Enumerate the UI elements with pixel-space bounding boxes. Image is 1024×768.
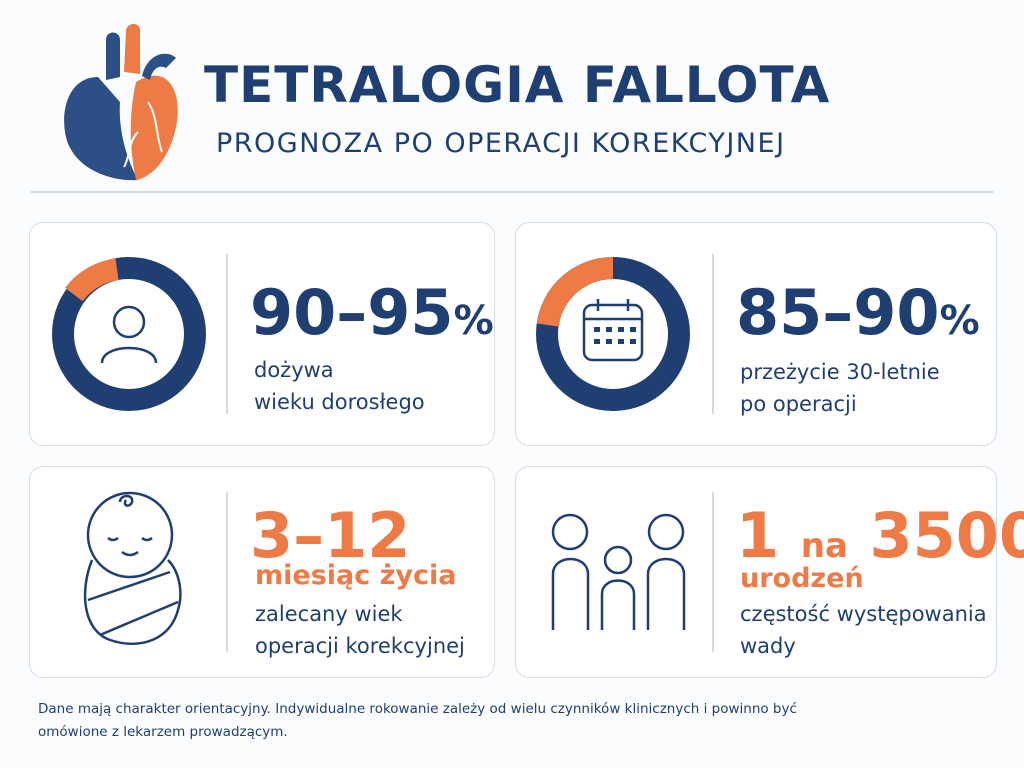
separator (712, 254, 714, 414)
footnote-line: Dane mają charakter orientacyjny. Indywi… (38, 701, 797, 717)
unit: na (800, 526, 848, 566)
description-line: po operacji (740, 392, 857, 416)
title: TETRALOGIA FALLOTA (204, 56, 831, 114)
subtitle: PROGNOZA PO OPERACJI KOREKCYJNEJ (216, 128, 786, 159)
description-line: zalecany wiek (255, 602, 403, 626)
description-line: wieku dorosłego (254, 390, 425, 414)
stat-value: 3–12 (250, 499, 411, 572)
description-line: przeżycie 30-letnie (740, 360, 940, 384)
description: częstość występowania wady (740, 598, 987, 662)
description-line: wady (740, 634, 796, 658)
separator (712, 492, 714, 652)
value: 3500 (869, 499, 1024, 572)
stat-card (515, 466, 997, 678)
family-icon (551, 513, 686, 630)
stat-subvalue: miesiąc życia (255, 560, 457, 591)
description: przeżycie 30-letnie po operacji (740, 356, 940, 420)
footnote-line: omówione z lekarzem prowadzącym. (38, 724, 288, 740)
donut-chart (536, 257, 690, 411)
unit: % (939, 298, 980, 344)
description: dożywa wieku dorosłego (254, 354, 425, 418)
value: 1 (736, 499, 780, 572)
description-line: operacji korekcyjnej (255, 634, 465, 658)
separator (226, 254, 228, 414)
unit: % (453, 298, 494, 344)
value: 85–90 (736, 276, 940, 349)
donut-chart (52, 257, 206, 411)
description-line: dożywa (254, 358, 334, 382)
separator (226, 492, 228, 652)
value: 90–95 (250, 276, 454, 349)
stat-subvalue: urodzeń (740, 563, 864, 594)
baby-icon (83, 491, 182, 645)
heart-icon (64, 24, 178, 181)
stat-value: 90–95% (250, 282, 494, 344)
divider (30, 191, 994, 193)
footnote: Dane mają charakter orientacyjny. Indywi… (38, 698, 797, 744)
stat-value: 85–90% (736, 282, 980, 344)
description-line: częstość występowania (740, 602, 987, 626)
stat-value: 1 na 3500 (736, 505, 1024, 567)
stat-card (29, 222, 495, 446)
description: zalecany wiek operacji korekcyjnej (255, 598, 465, 662)
